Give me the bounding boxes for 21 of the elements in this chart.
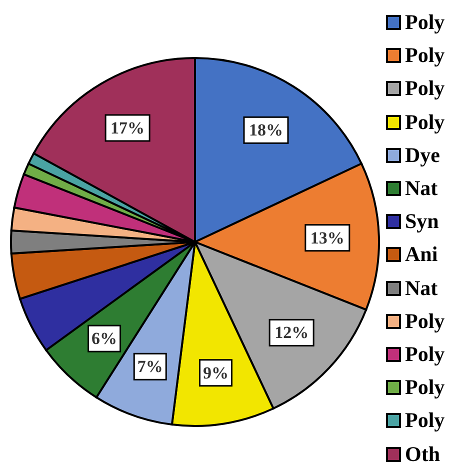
legend-label: Nat xyxy=(405,276,438,301)
legend-label: Ani xyxy=(405,242,438,268)
data-label: 18% xyxy=(248,120,283,140)
legend-label: Poly xyxy=(405,375,445,400)
legend-label: Poly xyxy=(405,308,445,334)
legend-label: Poly xyxy=(405,43,445,68)
data-label: 9% xyxy=(202,363,228,382)
data-label: 6% xyxy=(92,329,118,348)
legend-label: Oth xyxy=(405,442,440,467)
data-label: 17% xyxy=(110,118,145,138)
legend-label: Nat xyxy=(405,176,438,202)
legend-label: Poly xyxy=(405,10,445,36)
legend-label: Poly xyxy=(405,408,445,434)
legend-label: Syn xyxy=(405,209,439,234)
legend-label: Dye xyxy=(405,142,440,168)
legend-label: Poly xyxy=(405,76,445,102)
legend-label: Poly xyxy=(405,110,445,135)
data-label: 13% xyxy=(310,228,344,248)
data-label: 7% xyxy=(137,357,163,376)
legend-label: Poly xyxy=(405,342,445,367)
data-label: 12% xyxy=(274,323,309,342)
